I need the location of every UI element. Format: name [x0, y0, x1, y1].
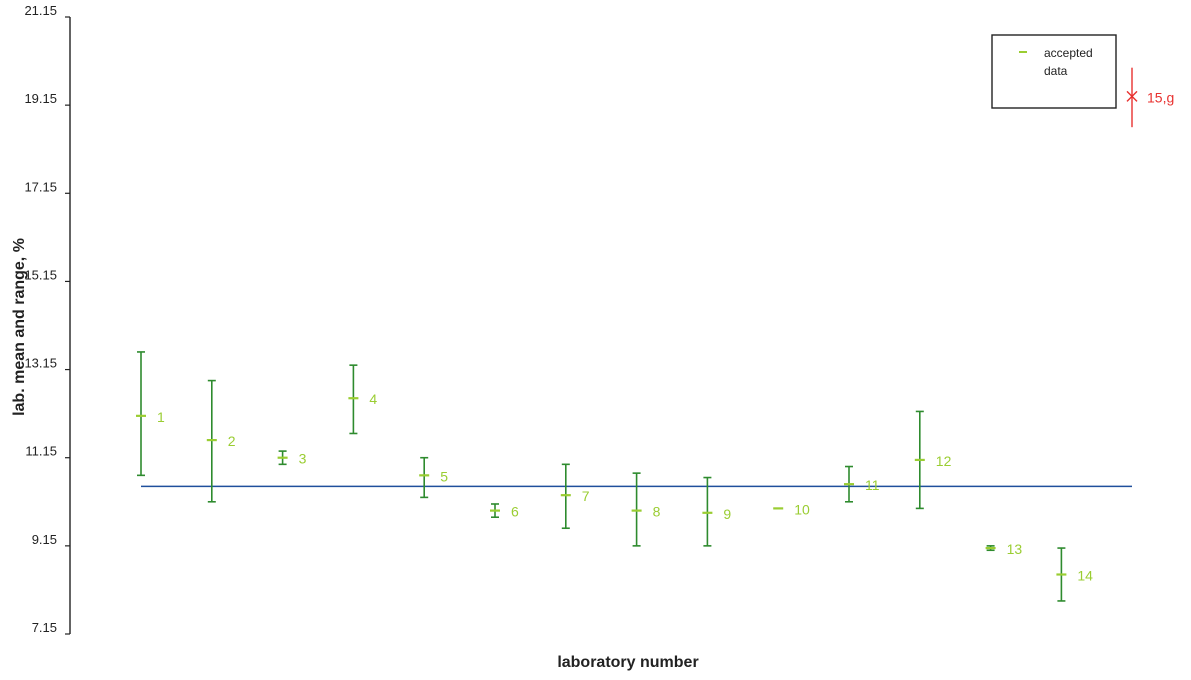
data-point-lab-7: 7 [560, 463, 590, 530]
data-point-lab-3: 3 [277, 450, 307, 467]
data-point-lab-6: 6 [490, 503, 519, 520]
lab-label: 4 [369, 391, 377, 407]
lab-label: 7 [582, 488, 590, 504]
y-tick-label: 13.15 [24, 356, 57, 371]
lab-label: 2 [228, 433, 236, 449]
data-point-lab-10: 10 [773, 501, 810, 517]
data-point-lab-12: 12 [914, 410, 952, 510]
lab-label: 8 [653, 504, 661, 520]
y-tick-label: 21.15 [24, 3, 57, 18]
y-tick-label: 17.15 [24, 179, 57, 194]
y-axis: 7.15 9.15 11.15 13.15 15.15 17.15 19.15 21.15 [24, 3, 71, 635]
lab-label: 11 [865, 477, 880, 493]
data-point-lab-8: 8 [631, 472, 661, 547]
y-tick-label: 15.15 [24, 267, 57, 282]
lab-label: 5 [440, 468, 448, 484]
lab-label: 10 [794, 501, 810, 517]
data-point-lab-5: 5 [419, 456, 448, 499]
legend-accepted-label-line1: accepted [1044, 46, 1093, 60]
lab-label: 14 [1077, 568, 1093, 584]
lab-label: 1 [157, 409, 165, 425]
data-point-lab-15,g: 15,g [1126, 67, 1174, 128]
series-outlier: 15,g [1126, 67, 1174, 128]
lab-label: 13 [1007, 541, 1023, 557]
lab-label: 12 [936, 453, 952, 469]
data-point-lab-11: 11 [844, 465, 880, 503]
lab-label: 6 [511, 504, 519, 520]
y-axis-title: lab. mean and range, % [11, 238, 28, 416]
y-tick-label: 11.15 [25, 444, 57, 459]
x-axis-title: laboratory number [557, 654, 698, 671]
y-tick-label: 19.15 [24, 91, 57, 106]
data-point-lab-1: 1 [136, 351, 165, 477]
data-point-lab-13: 13 [985, 541, 1023, 557]
data-point-lab-9: 9 [702, 476, 731, 547]
y-tick-label: 9.15 [32, 532, 57, 547]
y-tick-label: 7.15 [32, 620, 57, 635]
lab-label: 3 [299, 451, 307, 467]
data-point-lab-2: 2 [206, 379, 236, 503]
legend: accepted data [991, 34, 1117, 109]
lab-label: 9 [723, 506, 731, 522]
data-point-lab-4: 4 [348, 364, 377, 435]
lab-label: 15,g [1147, 89, 1174, 105]
legend-accepted-label-line2: data [1044, 64, 1068, 78]
data-point-lab-14: 14 [1056, 547, 1093, 602]
legend-box [991, 34, 1117, 109]
outlier-marker-b [1126, 90, 1138, 102]
